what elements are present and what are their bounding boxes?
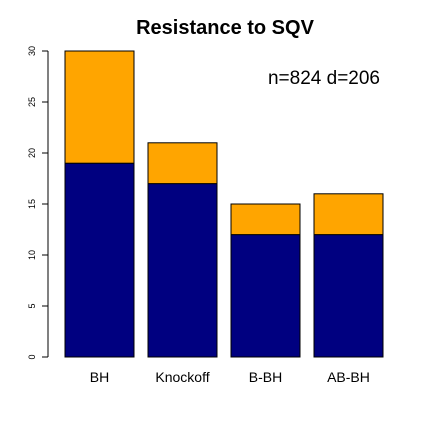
x-axis-labels: BH Knockoff B-BH AB-BH [90,369,370,385]
bar-segment-upper [64,50,135,164]
y-tick-label: 20 [27,148,37,158]
x-tick-label: B-BH [249,369,282,385]
y-axis: 0 5 10 15 20 25 30 [27,46,49,360]
bar-segment-upper [313,193,384,236]
x-tick-label: BH [90,369,109,385]
chart-annotation: n=824 d=206 [268,68,380,89]
bar-segment-lower [64,162,135,358]
y-tick-label: 5 [27,303,37,308]
y-tick-label: 25 [27,97,37,107]
x-tick-label: AB-BH [327,369,370,385]
y-tick-label: 30 [27,46,37,56]
bar-segment-lower [147,183,218,358]
bar-segment-lower [313,234,384,358]
bar-segment-upper [230,203,301,236]
bars [64,50,384,358]
chart-title: Resistance to SQV [136,17,315,39]
y-tick-label: 15 [27,199,37,209]
y-tick-label: 10 [27,250,37,260]
x-tick-label: Knockoff [155,369,209,385]
bar-segment-upper [147,142,218,185]
y-tick-label: 0 [27,354,37,359]
bar-segment-lower [230,234,301,358]
